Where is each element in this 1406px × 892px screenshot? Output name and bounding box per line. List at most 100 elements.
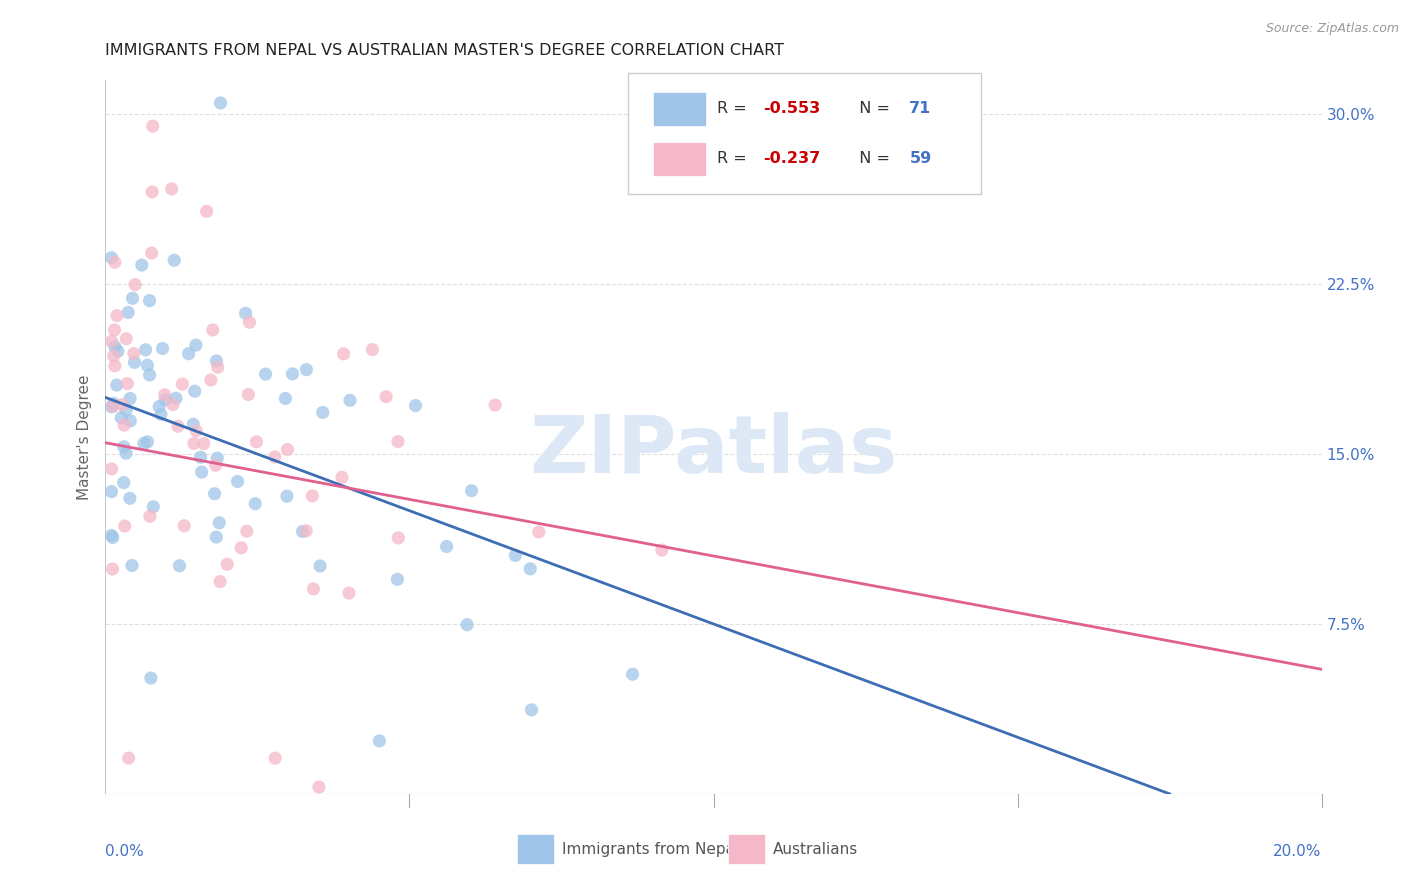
- Point: [173, 518, 195, 533]
- Point: [281, 367, 304, 381]
- Point: [160, 182, 183, 196]
- Point: [651, 543, 673, 558]
- Point: [103, 323, 125, 337]
- Point: [332, 347, 354, 361]
- Point: [103, 396, 125, 410]
- Point: [484, 398, 506, 412]
- Point: [103, 349, 125, 363]
- Point: [337, 586, 360, 600]
- Point: [169, 558, 191, 573]
- Point: [527, 524, 550, 539]
- Point: [264, 751, 287, 765]
- Point: [120, 414, 142, 428]
- Text: 71: 71: [910, 102, 932, 116]
- Point: [183, 436, 205, 450]
- Point: [132, 436, 155, 450]
- Point: [201, 323, 224, 337]
- Text: IMMIGRANTS FROM NEPAL VS AUSTRALIAN MASTER'S DEGREE CORRELATION CHART: IMMIGRANTS FROM NEPAL VS AUSTRALIAN MAST…: [105, 43, 785, 58]
- Point: [104, 340, 127, 354]
- Point: [361, 343, 384, 357]
- Point: [121, 291, 143, 305]
- Point: [312, 405, 335, 419]
- Point: [186, 424, 208, 438]
- FancyBboxPatch shape: [652, 142, 706, 176]
- Point: [101, 562, 124, 576]
- Point: [162, 398, 184, 412]
- Text: 59: 59: [910, 152, 932, 166]
- Point: [167, 419, 190, 434]
- Point: [205, 530, 228, 544]
- Point: [235, 306, 257, 320]
- Point: [436, 540, 458, 554]
- Y-axis label: Master's Degree: Master's Degree: [77, 375, 93, 500]
- Point: [100, 400, 122, 414]
- FancyBboxPatch shape: [628, 73, 981, 194]
- Point: [226, 475, 249, 489]
- Point: [368, 734, 391, 748]
- Point: [621, 667, 644, 681]
- Text: -0.237: -0.237: [763, 152, 821, 166]
- Point: [112, 475, 135, 490]
- Point: [184, 338, 207, 352]
- Point: [207, 360, 229, 375]
- Text: 20.0%: 20.0%: [1274, 844, 1322, 859]
- Point: [204, 487, 226, 501]
- Point: [177, 347, 200, 361]
- Point: [118, 491, 141, 506]
- Point: [184, 384, 207, 399]
- Point: [207, 451, 229, 466]
- Point: [254, 367, 277, 381]
- Point: [104, 255, 127, 269]
- Point: [387, 531, 409, 545]
- Point: [375, 390, 398, 404]
- Text: 0.0%: 0.0%: [105, 844, 145, 859]
- Point: [387, 572, 409, 586]
- Point: [291, 524, 314, 539]
- Point: [104, 359, 127, 373]
- Point: [138, 293, 160, 308]
- Point: [115, 332, 138, 346]
- Point: [112, 418, 135, 433]
- Point: [172, 377, 194, 392]
- Point: [100, 484, 122, 499]
- Point: [141, 246, 163, 260]
- Point: [181, 417, 204, 432]
- Point: [105, 309, 128, 323]
- Point: [135, 343, 157, 357]
- Point: [330, 470, 353, 484]
- Point: [141, 185, 163, 199]
- Point: [165, 392, 187, 406]
- Point: [236, 524, 259, 539]
- Point: [387, 434, 409, 449]
- Point: [217, 558, 239, 572]
- Point: [115, 403, 138, 417]
- Point: [139, 509, 162, 524]
- Point: [115, 446, 138, 460]
- Point: [117, 376, 139, 391]
- Point: [138, 368, 160, 382]
- Point: [301, 489, 323, 503]
- Point: [101, 399, 124, 413]
- Point: [155, 392, 177, 407]
- Point: [520, 703, 543, 717]
- Point: [114, 519, 136, 533]
- Point: [460, 483, 482, 498]
- Point: [339, 393, 361, 408]
- Point: [121, 558, 143, 573]
- Point: [209, 95, 232, 110]
- Point: [276, 442, 298, 457]
- Text: ZIPatlas: ZIPatlas: [530, 412, 897, 491]
- Text: N =: N =: [849, 102, 894, 116]
- Point: [295, 362, 318, 376]
- Point: [122, 346, 145, 360]
- Point: [405, 399, 427, 413]
- Point: [205, 354, 228, 368]
- Point: [149, 408, 172, 422]
- Text: Immigrants from Nepal: Immigrants from Nepal: [562, 842, 740, 856]
- Point: [245, 497, 267, 511]
- Point: [190, 465, 212, 479]
- Point: [308, 780, 330, 794]
- Point: [209, 574, 232, 589]
- Point: [117, 751, 139, 765]
- Point: [136, 358, 159, 372]
